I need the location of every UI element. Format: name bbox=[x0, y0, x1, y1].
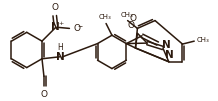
Text: +: + bbox=[58, 21, 63, 26]
Text: CH₃: CH₃ bbox=[120, 12, 133, 18]
Text: CH₃: CH₃ bbox=[99, 14, 111, 20]
Text: O: O bbox=[130, 14, 137, 23]
Text: N: N bbox=[51, 22, 60, 32]
Text: −: − bbox=[78, 23, 83, 28]
Text: H: H bbox=[58, 43, 63, 52]
Text: O: O bbox=[41, 90, 48, 99]
Text: N: N bbox=[162, 40, 170, 50]
Text: CH₃: CH₃ bbox=[196, 37, 209, 43]
Text: N: N bbox=[165, 50, 174, 60]
Text: O: O bbox=[51, 3, 58, 12]
Text: O: O bbox=[128, 21, 135, 30]
Text: N: N bbox=[56, 52, 65, 62]
Text: O: O bbox=[73, 24, 80, 33]
